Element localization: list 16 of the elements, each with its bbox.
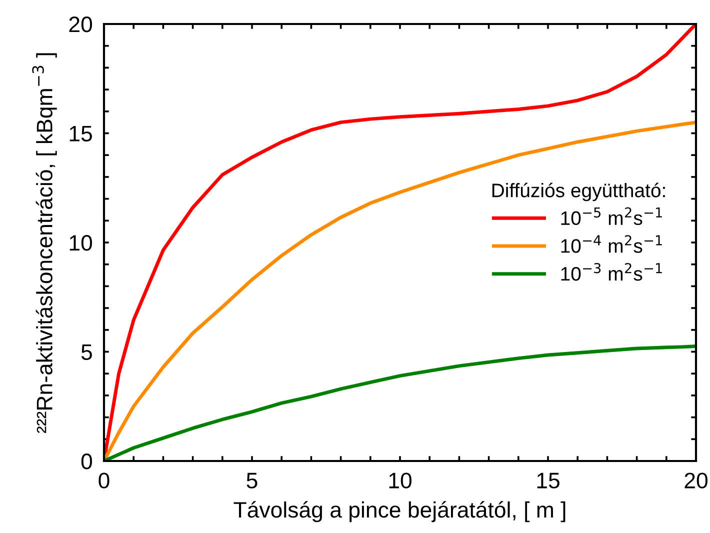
x-tick-label: 5 xyxy=(246,472,258,488)
y-tick-label: 15 xyxy=(70,126,92,142)
legend-label: 10$^{−5}$ m$^{2}$s$^{−1}$ xyxy=(561,207,662,226)
y-tick-label: 0 xyxy=(81,454,92,470)
legend-label: 10$^{−4}$ m$^{2}$s$^{−1}$ xyxy=(561,235,662,253)
y-tick-label: 10 xyxy=(70,235,92,251)
y-axis-title: ²²²Rn-aktivitáskoncentráció, [ kBqm$^{−3}$ ] xyxy=(32,53,57,434)
x-tick-label: 20 xyxy=(684,472,708,488)
x-tick-label: 15 xyxy=(537,472,560,488)
y-tick-label: 20 xyxy=(69,16,92,32)
x-tick-label: 10 xyxy=(389,472,412,488)
y-tick-label: 5 xyxy=(81,344,92,360)
legend-label: 10$^{−3}$ m$^{2}$s$^{−1}$ xyxy=(561,262,662,281)
legend-title: Diffúziós együttható: xyxy=(492,182,665,202)
x-tick-label: 0 xyxy=(98,472,110,488)
x-axis-title: Távolság a pince bejáratától, [ m ] xyxy=(234,501,566,522)
